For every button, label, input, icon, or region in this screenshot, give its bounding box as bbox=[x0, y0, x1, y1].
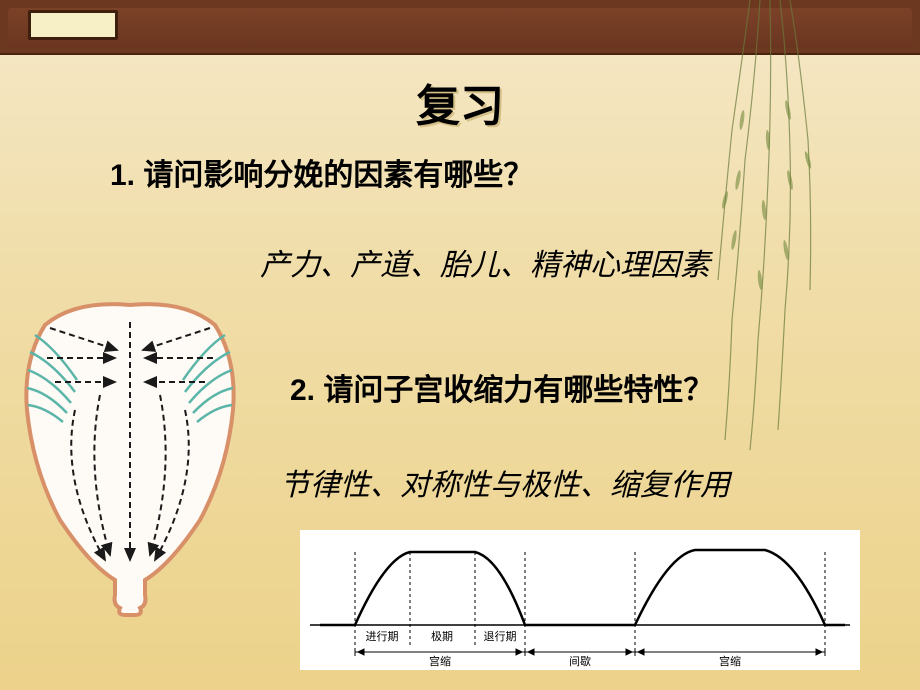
slide: 复习 1. 请问影响分娩的因素有哪些？ 产力、产道、胎儿、精神心理因素 2. 请… bbox=[0, 0, 920, 690]
top-wooden-frame bbox=[0, 0, 920, 55]
title-plaque bbox=[28, 10, 118, 40]
slide-title: 复习 bbox=[416, 70, 504, 134]
answer-2: 节律性、对称性与极性、缩复作用 bbox=[280, 460, 730, 504]
uterus-diagram bbox=[5, 290, 255, 620]
contraction-diagram: 进行期 极期 退行期 宫缩 间歇 宫缩 bbox=[300, 530, 860, 670]
label-jizhan: 极期 bbox=[431, 629, 453, 643]
top-frame-inner bbox=[8, 8, 912, 48]
answer-1: 产力、产道、胎儿、精神心理因素 bbox=[260, 240, 710, 284]
label-jianxie: 间歇 bbox=[569, 655, 591, 668]
question-2: 2. 请问子宫收缩力有哪些特性？ bbox=[290, 365, 713, 409]
label-gongsuo-1: 宫缩 bbox=[429, 654, 451, 668]
label-jinxing: 进行期 bbox=[366, 630, 399, 643]
question-1: 1. 请问影响分娩的因素有哪些？ bbox=[110, 150, 533, 194]
label-gongsuo-2: 宫缩 bbox=[719, 654, 741, 668]
label-tuixing: 退行期 bbox=[484, 630, 517, 643]
